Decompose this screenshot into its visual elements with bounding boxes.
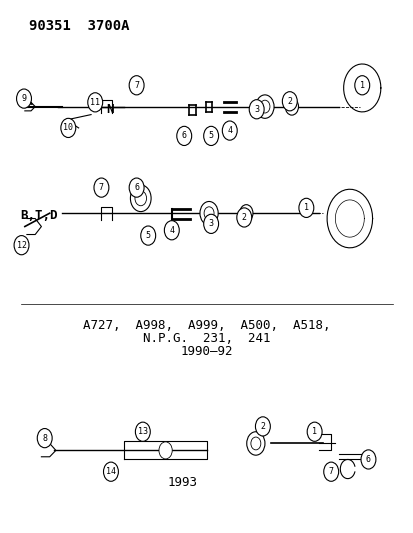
Circle shape [140,226,155,245]
Circle shape [250,437,260,450]
Circle shape [306,422,321,441]
Text: 6: 6 [181,132,186,140]
Text: 1: 1 [311,427,316,436]
Circle shape [239,205,252,222]
Circle shape [88,93,102,112]
Circle shape [255,417,270,436]
Circle shape [164,221,179,240]
Text: 3: 3 [254,105,259,114]
Circle shape [323,462,338,481]
Text: 10: 10 [63,124,73,132]
Circle shape [61,118,76,138]
Circle shape [94,178,109,197]
Text: 6: 6 [134,183,139,192]
Circle shape [246,432,264,455]
Text: 90351  3700A: 90351 3700A [29,19,129,33]
Text: 8: 8 [42,434,47,442]
Circle shape [354,76,369,95]
Text: 7: 7 [134,81,139,90]
Text: 13: 13 [138,427,147,436]
Text: 12: 12 [17,241,26,249]
Circle shape [37,429,52,448]
Circle shape [129,178,144,197]
Circle shape [199,201,218,225]
Text: 5: 5 [145,231,150,240]
Circle shape [282,92,297,111]
Text: 2: 2 [287,97,292,106]
Text: 5: 5 [208,132,213,140]
Text: B,T,D: B,T,D [21,209,58,222]
Circle shape [203,126,218,146]
Circle shape [135,191,146,206]
Text: 3: 3 [208,220,213,228]
Circle shape [298,198,313,217]
Circle shape [129,76,144,95]
Circle shape [222,121,237,140]
Circle shape [130,185,151,212]
Circle shape [17,89,31,108]
Circle shape [259,100,269,113]
Circle shape [249,100,263,119]
Text: 6: 6 [365,455,370,464]
Text: 9: 9 [21,94,26,103]
Text: 1: 1 [359,81,364,90]
Text: 7: 7 [328,467,333,476]
Text: 1993: 1993 [167,476,197,489]
Text: N: N [106,103,113,116]
Text: 14: 14 [106,467,116,476]
Circle shape [360,450,375,469]
Circle shape [159,442,172,459]
Circle shape [176,126,191,146]
Circle shape [203,214,218,233]
Circle shape [14,236,29,255]
Circle shape [236,208,251,227]
Circle shape [204,207,214,220]
Circle shape [285,98,298,115]
Circle shape [255,95,273,118]
Text: 2: 2 [241,213,246,222]
Text: A727,  A998,  A999,  A500,  A518,: A727, A998, A999, A500, A518, [83,319,330,332]
Text: 4: 4 [227,126,232,135]
Text: N.P.G.  231,  241: N.P.G. 231, 241 [143,332,270,345]
Text: 1: 1 [303,204,308,212]
Circle shape [135,422,150,441]
Text: 2: 2 [260,422,265,431]
Text: 7: 7 [99,183,104,192]
Text: 4: 4 [169,226,174,235]
Text: 1990–92: 1990–92 [180,345,233,358]
Circle shape [103,462,118,481]
Text: 11: 11 [90,98,100,107]
